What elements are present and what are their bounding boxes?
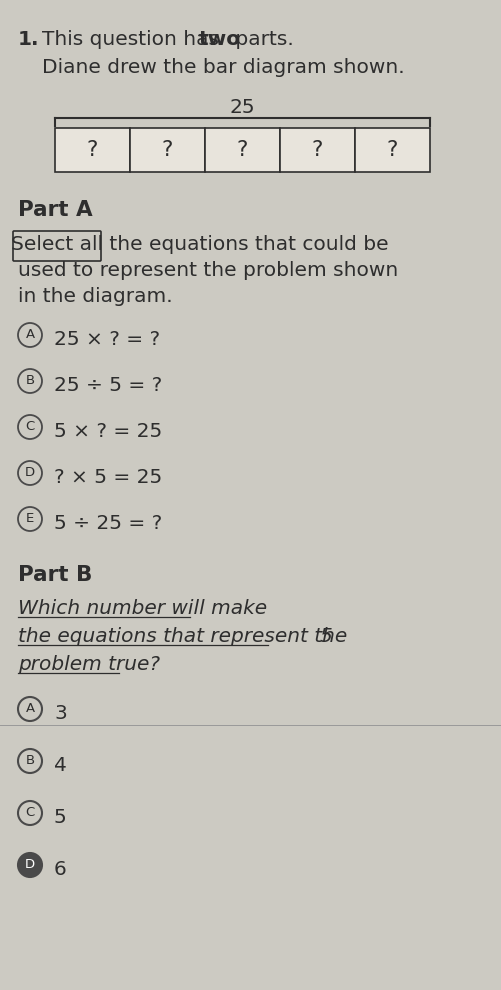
Text: 5: 5 (54, 808, 67, 827)
Text: ?: ? (161, 140, 173, 160)
Text: in the diagram.: in the diagram. (18, 287, 172, 306)
Text: 25 × ? = ?: 25 × ? = ? (54, 330, 160, 349)
Text: D: D (25, 858, 35, 871)
Text: Select all: Select all (11, 235, 103, 254)
Text: ?: ? (87, 140, 98, 160)
Circle shape (18, 853, 42, 877)
Text: 5: 5 (319, 627, 332, 646)
Text: two: two (198, 30, 240, 49)
Text: 5 × ? = 25: 5 × ? = 25 (54, 422, 162, 441)
Text: ?: ? (386, 140, 397, 160)
Text: ?: ? (236, 140, 247, 160)
Text: This question has: This question has (42, 30, 225, 49)
Text: C: C (26, 421, 35, 434)
Text: 25 ÷ 5 = ?: 25 ÷ 5 = ? (54, 376, 162, 395)
Text: Diane drew the bar diagram shown.: Diane drew the bar diagram shown. (42, 58, 404, 77)
Text: Which number will make: Which number will make (18, 599, 267, 618)
Text: Part B: Part B (18, 565, 92, 585)
Text: problem true?: problem true? (18, 655, 160, 674)
Text: ? × 5 = 25: ? × 5 = 25 (54, 468, 162, 487)
Text: 5 ÷ 25 = ?: 5 ÷ 25 = ? (54, 514, 162, 533)
Text: 4: 4 (54, 756, 67, 775)
Text: 6: 6 (54, 860, 67, 879)
Text: E: E (26, 513, 34, 526)
Text: C: C (26, 807, 35, 820)
Bar (280, 128, 354, 172)
Text: B: B (26, 754, 35, 767)
Text: A: A (26, 329, 35, 342)
Bar (354, 128, 429, 172)
Bar (55, 128, 130, 172)
Text: the equations that represent the: the equations that represent the (18, 627, 347, 646)
Bar (130, 128, 204, 172)
Text: parts.: parts. (228, 30, 293, 49)
Text: Part A: Part A (18, 200, 93, 220)
Text: the equations that could be: the equations that could be (103, 235, 388, 254)
Text: 25: 25 (229, 98, 255, 117)
Text: D: D (25, 466, 35, 479)
Text: A: A (26, 703, 35, 716)
Text: 3: 3 (54, 704, 67, 723)
Text: B: B (26, 374, 35, 387)
Text: used to represent the problem shown: used to represent the problem shown (18, 261, 397, 280)
Bar (204, 128, 280, 172)
Text: 1.: 1. (18, 30, 40, 49)
Text: ?: ? (311, 140, 323, 160)
